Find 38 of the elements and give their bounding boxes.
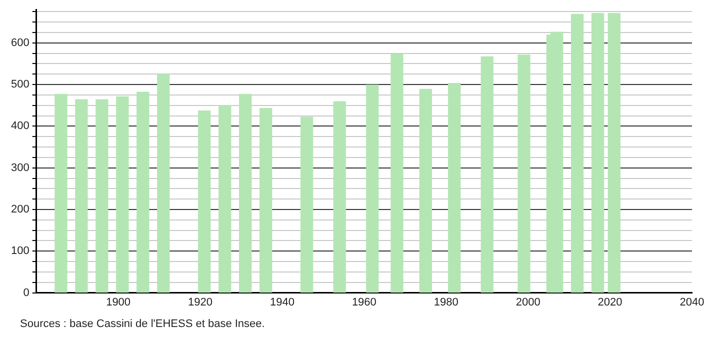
bar [480,56,494,293]
bar [570,14,584,293]
bar [260,108,272,293]
bar [419,88,432,293]
bar [550,32,564,293]
y-tick-label: 600 [10,36,30,49]
bar [54,94,68,293]
bar [608,13,620,293]
bar [448,82,461,293]
x-tick-label: 1940 [270,296,294,308]
bar [116,96,129,293]
bar [591,13,604,293]
x-tick-label: 2040 [680,296,704,308]
x-tick-label: 1980 [434,296,458,308]
bar [157,74,170,293]
y-tick-label: 300 [10,162,30,174]
bar [218,105,232,293]
y-tick-label: 100 [10,245,30,258]
bar [390,54,404,293]
x-tick-label: 1900 [106,296,131,308]
y-tick-label: 500 [10,78,30,91]
bar [366,84,379,293]
y-tick-label: 0 [23,286,30,299]
bar [136,92,150,293]
y-tick-label: 400 [10,120,30,132]
x-tick-label: 1920 [188,296,213,308]
bar [75,99,88,293]
bar [198,110,211,293]
bar [333,101,346,293]
bar [96,99,108,293]
x-tick-label: 2000 [516,296,540,308]
x-tick-label: 1960 [352,296,376,308]
bar [300,116,314,293]
y-tick-label: 200 [10,204,30,216]
bar [518,54,530,293]
x-tick-label: 2020 [598,296,622,308]
bar [239,94,252,293]
source-note: Sources : base Cassini de l'EHESS et base Insee. [20,318,265,330]
